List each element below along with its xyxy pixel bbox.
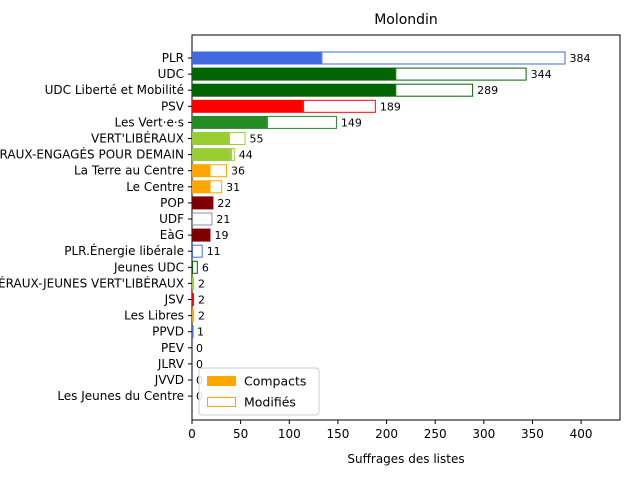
- bar-compacts: [192, 67, 396, 81]
- plot-area: [191, 34, 621, 421]
- y-tick-label: VERT'LIBÉRAUX: [91, 131, 184, 146]
- y-tick-label: EàG: [160, 228, 184, 242]
- bar-compacts: [192, 99, 303, 113]
- data-label: 2: [198, 277, 205, 290]
- y-tick-label: PEV: [161, 341, 185, 355]
- bar-modifies: [192, 293, 194, 306]
- chart-title: Molondin: [374, 12, 438, 28]
- data-label: 19: [214, 229, 228, 242]
- y-tick-label: JVVD: [154, 373, 184, 387]
- data-label: 36: [231, 165, 245, 178]
- y-tick-label: Jeunes UDC: [113, 260, 184, 274]
- bar-modifies: [192, 276, 194, 290]
- data-label: 0: [196, 342, 203, 355]
- bar-modifies: [209, 164, 228, 178]
- data-label: 21: [216, 213, 230, 226]
- bar-modifies: [321, 51, 566, 65]
- y-tick-label: UDF: [159, 212, 184, 226]
- bar-modifies: [209, 180, 223, 194]
- y-tick-label: UDC: [158, 67, 184, 81]
- x-tick-label: 50: [233, 427, 248, 441]
- data-label: 11: [207, 245, 221, 258]
- legend-swatch-compacts: [207, 376, 236, 386]
- data-label: 1: [197, 326, 204, 339]
- x-tick-label: 250: [424, 427, 447, 441]
- bar-modifies: [302, 99, 376, 113]
- bar-modifies: [395, 83, 474, 97]
- bar-compacts: [192, 148, 231, 162]
- data-label: 344: [531, 68, 552, 81]
- data-label: 31: [226, 181, 240, 194]
- y-tick-label: POP: [160, 196, 184, 210]
- x-tick-label: 400: [570, 427, 593, 441]
- y-tick-label: PSV: [161, 99, 185, 113]
- y-tick-label: PLR: [162, 51, 184, 65]
- x-tick-label: 300: [472, 427, 495, 441]
- x-tick-label: 200: [375, 427, 398, 441]
- x-tick-label: 150: [326, 427, 349, 441]
- y-tick-label: JSV: [164, 293, 185, 307]
- bar-compacts: [192, 51, 322, 65]
- x-axis-ticks: 0 50 100 150 200 250 300 350 400: [188, 420, 593, 441]
- data-label: 384: [570, 52, 591, 65]
- y-tick-label: Les Vert·e·s: [115, 115, 185, 129]
- bar-modifies: [192, 325, 194, 339]
- legend: Compacts Modifiés: [198, 367, 320, 416]
- y-axis-ticks: PLR UDC UDC Liberté et Mobilité PSV Les Vert…: [0, 51, 192, 403]
- bar-modifies: [192, 244, 203, 258]
- bar-compacts: [192, 180, 210, 194]
- bar-modifies: [266, 115, 337, 129]
- data-label: 44: [239, 149, 253, 162]
- data-label: 55: [250, 133, 264, 146]
- x-tick-label: 100: [278, 427, 301, 441]
- y-tick-label: JLRV: [157, 357, 185, 371]
- bar-compacts: [192, 196, 212, 210]
- y-tick-label: Les Jeunes du Centre: [57, 389, 184, 403]
- bar-compacts: [192, 115, 267, 129]
- data-label: 149: [341, 116, 362, 129]
- data-label: 2: [198, 310, 205, 323]
- plot-frame: [191, 34, 621, 421]
- bar-compacts: [192, 83, 396, 97]
- y-tick-label: UDC Liberté et Mobilité: [45, 83, 184, 97]
- bar-modifies: [192, 260, 198, 274]
- legend-label: Modifiés: [244, 395, 296, 410]
- x-axis-label: Suffrages des listes: [347, 452, 464, 466]
- data-label: 22: [217, 197, 231, 210]
- bar-modifies: [228, 132, 246, 145]
- bar-modifies: [230, 148, 235, 162]
- data-label: 6: [202, 261, 209, 274]
- data-label: 0: [196, 358, 203, 371]
- bar-modifies: [211, 196, 214, 210]
- x-tick-label: 0: [188, 427, 196, 441]
- y-tick-label: Le Centre: [126, 180, 184, 194]
- legend-swatch-modifies: [207, 397, 236, 407]
- y-tick-label: VERT'LIBÉRAUX-ENGAGÉS POUR DEMAIN: [0, 147, 184, 162]
- y-tick-label: La Terre au Centre: [74, 164, 184, 178]
- bars-group: [192, 51, 566, 339]
- bar-compacts: [192, 228, 211, 242]
- bar-modifies: [192, 212, 213, 226]
- y-tick-label: PLR.Énergie libérale: [64, 243, 184, 258]
- bar-compacts: [192, 132, 229, 145]
- data-labels-group: 3843442891891495544363122211911622210000: [196, 52, 591, 403]
- data-label: 2: [198, 294, 205, 307]
- bar-modifies: [192, 309, 194, 323]
- y-tick-label: Les Libres: [124, 309, 184, 323]
- bar-modifies: [395, 67, 527, 81]
- legend-label: Compacts: [244, 374, 306, 389]
- y-tick-label: PPVD: [152, 325, 184, 339]
- bar-compacts: [192, 164, 210, 178]
- data-label: 289: [477, 84, 498, 97]
- data-label: 189: [380, 100, 401, 113]
- y-tick-label: JEUNES VERT'LIBÉRAUX-JEUNES VERT'LIBÉRAU…: [0, 275, 184, 290]
- x-tick-label: 350: [521, 427, 544, 441]
